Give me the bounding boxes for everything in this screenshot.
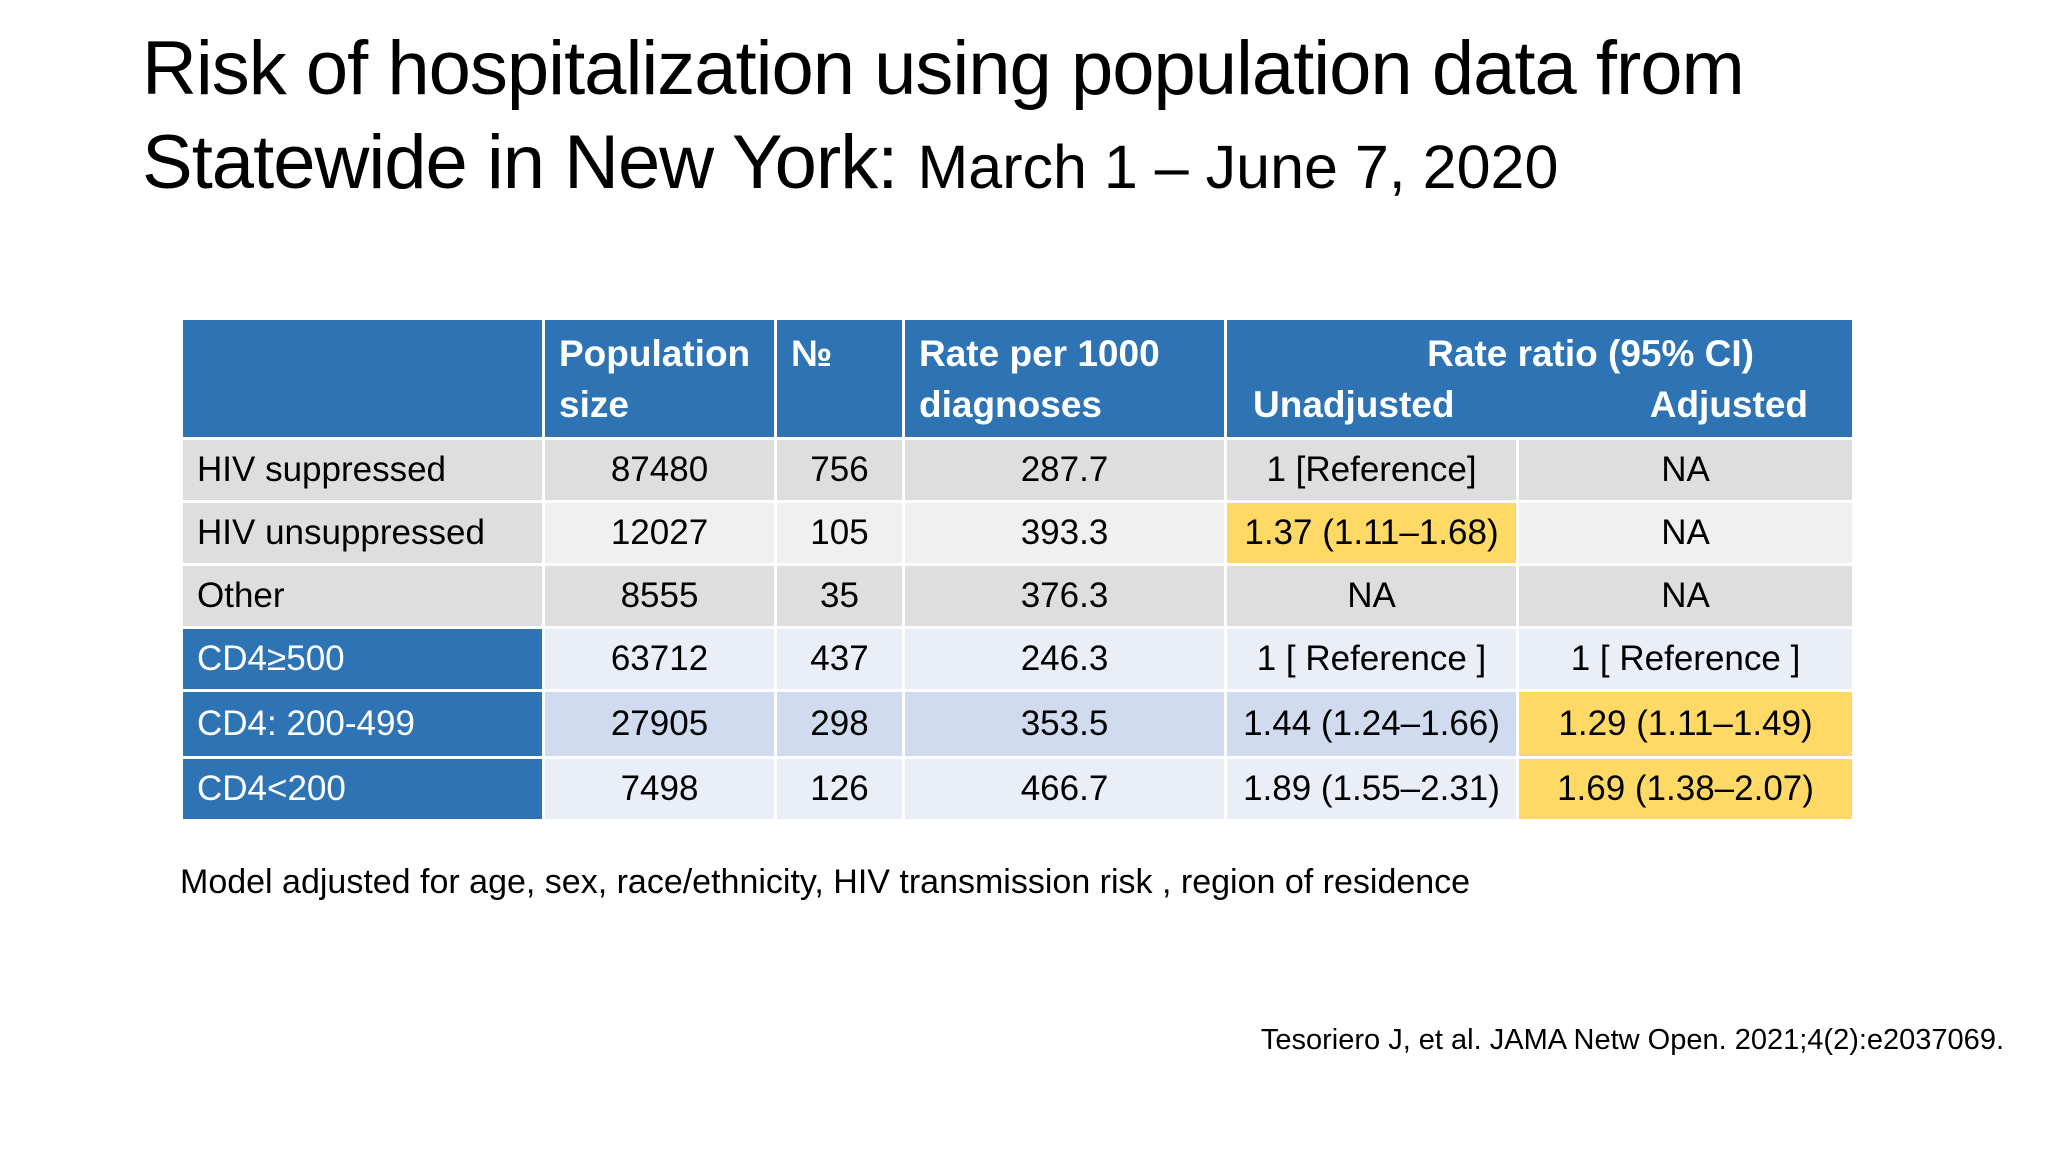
cell-adjusted-highlighted: 1.29 (1.11–1.49) [1515,688,1856,759]
cell-population: 27905 [542,688,777,759]
header-population: Population size [542,317,777,440]
cell-population: 87480 [542,437,777,503]
cell-unadjusted: 1 [Reference] [1224,437,1519,503]
table-row: CD4≥500 63712 437 246.3 1 [ Reference ] … [180,625,1856,692]
header-adjusted: Adjusted [1649,384,1809,425]
cell-number: 298 [774,688,905,759]
cell-adjusted: 1 [ Reference ] [1515,625,1856,692]
header-number: № [774,317,905,440]
cell-unadjusted: 1.44 (1.24–1.66) [1224,688,1519,759]
cell-rate: 246.3 [902,625,1227,692]
cell-rate: 287.7 [902,437,1227,503]
header-rate: Rate per 1000 diagnoses [902,317,1227,440]
cell-unadjusted-highlighted: 1.37 (1.11–1.68) [1224,499,1519,566]
cell-population: 63712 [542,625,777,692]
table-row: HIV suppressed 87480 756 287.7 1 [Refere… [180,437,1856,503]
row-label: CD4≥500 [180,625,545,692]
cell-rate: 393.3 [902,499,1227,566]
cell-unadjusted: NA [1224,562,1519,629]
header-unadjusted: Unadjusted [1253,384,1455,425]
cell-population: 7498 [542,755,777,823]
title-main: Risk of hospitalization using population… [142,26,1745,205]
citation: Tesoriero J, et al. JAMA Netw Open. 2021… [1260,1024,2004,1056]
cell-adjusted: NA [1515,562,1856,629]
cell-number: 35 [774,562,905,629]
cell-rate: 466.7 [902,755,1227,823]
cell-number: 437 [774,625,905,692]
cell-adjusted: NA [1515,437,1856,503]
row-label: HIV unsuppressed [180,499,545,566]
row-label: CD4<200 [180,755,545,823]
table-row: CD4: 200-499 27905 298 353.5 1.44 (1.24–… [180,688,1856,759]
table-header-row: Population size № Rate per 1000 diagnose… [180,317,1856,440]
model-note: Model adjusted for age, sex, race/ethnic… [180,863,1471,901]
cell-unadjusted: 1.89 (1.55–2.31) [1224,755,1519,823]
table-row: HIV unsuppressed 12027 105 393.3 1.37 (1… [180,499,1856,566]
cell-number: 126 [774,755,905,823]
row-label: CD4: 200-499 [180,688,545,759]
cell-number: 105 [774,499,905,566]
cell-adjusted-highlighted: 1.69 (1.38–2.07) [1515,755,1856,823]
cell-population: 12027 [542,499,777,566]
slide-title: Risk of hospitalization using population… [142,22,2002,214]
hospitalization-table: Population size № Rate per 1000 diagnose… [180,317,1856,823]
row-label: HIV suppressed [180,437,545,503]
table-row: Other 8555 35 376.3 NA NA [180,562,1856,629]
cell-adjusted: NA [1515,499,1856,566]
row-label: Other [180,562,545,629]
cell-rate: 376.3 [902,562,1227,629]
cell-number: 756 [774,437,905,503]
header-rate-ratio: Rate ratio (95% CI) Unadjusted Adjusted [1223,317,1856,440]
cell-population: 8555 [542,562,777,629]
title-subtitle: March 1 – June 7, 2020 [917,133,1559,201]
cell-unadjusted: 1 [ Reference ] [1224,625,1519,692]
header-empty [180,317,545,440]
table-row: CD4<200 7498 126 466.7 1.89 (1.55–2.31) … [180,755,1856,823]
header-rate-ratio-title: Rate ratio (95% CI) [1427,333,1755,374]
cell-rate: 353.5 [902,688,1227,759]
